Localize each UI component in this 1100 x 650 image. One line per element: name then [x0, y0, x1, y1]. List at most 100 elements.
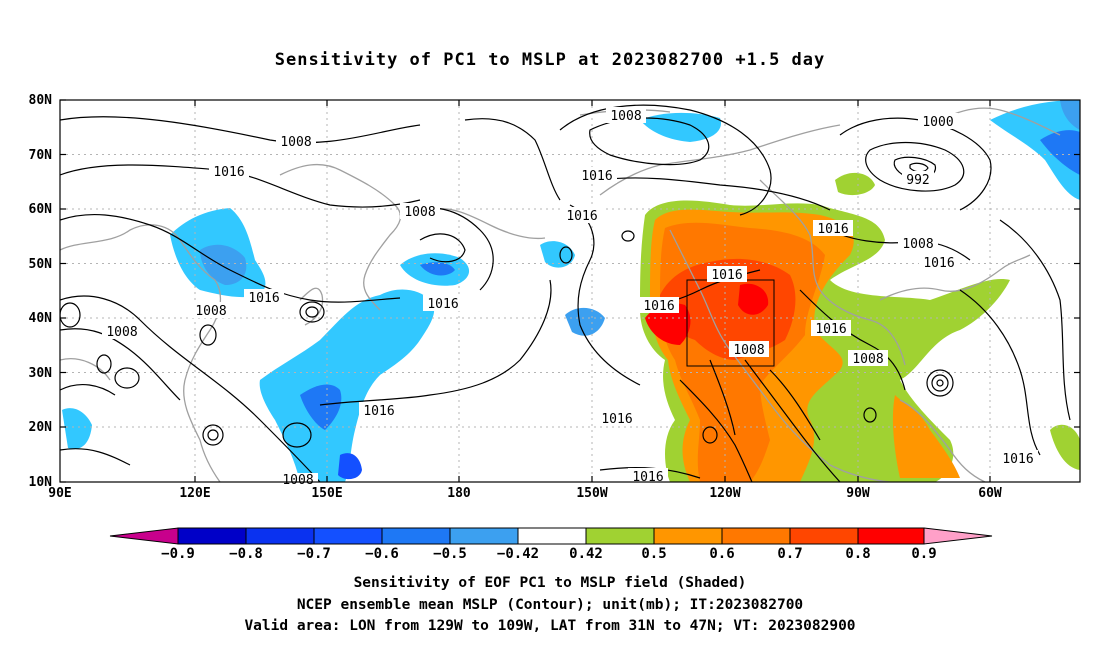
- svg-text:1008: 1008: [733, 343, 764, 358]
- lat-label: 80N: [29, 93, 53, 108]
- svg-text:1016: 1016: [923, 256, 954, 271]
- contour-label: 1016: [919, 254, 959, 271]
- lon-label: 150E: [311, 486, 342, 501]
- lon-label: 60W: [978, 486, 1002, 501]
- negative-shading-arctic: [640, 112, 721, 142]
- negative-shading-center: [540, 241, 575, 268]
- lon-label: 90E: [48, 486, 71, 501]
- negative-shading-ne-top: [1060, 100, 1080, 130]
- lon-label: 150W: [576, 486, 607, 501]
- contour-label: 1008: [276, 133, 316, 150]
- colorbar-swatch: [381, 527, 451, 545]
- negative-shading-pacific-dark: [338, 453, 362, 480]
- colorbar-swatch: [789, 527, 859, 545]
- negative-shading-pacific-mid: [300, 384, 342, 430]
- lat-label: 30N: [29, 366, 53, 381]
- svg-text:992: 992: [906, 173, 929, 188]
- caption-line-2: NCEP ensemble mean MSLP (Contour); unit(…: [296, 596, 804, 613]
- contour-label-group: 1008 1016 1008 1016 1008 1016 1008 1016 …: [102, 107, 1038, 488]
- colorbar-labels: −0.9 −0.8 −0.7 −0.6 −0.5 −0.42 0.42 0.5 …: [161, 546, 937, 562]
- colorbar-swatch: [517, 527, 587, 545]
- svg-text:1016: 1016: [1002, 452, 1033, 467]
- svg-text:1016: 1016: [566, 209, 597, 224]
- negative-shading-aleutian-dark: [420, 262, 455, 276]
- negative-shading-west: [62, 408, 92, 450]
- contour-label: 1016: [998, 450, 1038, 467]
- colorbar-swatch: [177, 527, 247, 545]
- colorbar-swatch: [449, 527, 519, 545]
- contour-label: 1008: [898, 235, 938, 252]
- svg-text:1016: 1016: [363, 404, 394, 419]
- contour-label: 1008: [191, 302, 231, 319]
- colorbar-swatch: [653, 527, 723, 545]
- caption-line-1: Sensitivity of EOF PC1 to MSLP field (Sh…: [353, 575, 747, 591]
- contour-label: 1008: [278, 473, 318, 488]
- positive-shading-orange-2: [892, 395, 960, 478]
- svg-text:1016: 1016: [815, 322, 846, 337]
- svg-text:1016: 1016: [427, 297, 458, 312]
- colorbar-label: −0.6: [365, 546, 399, 562]
- lat-label: 10N: [29, 475, 53, 490]
- contour-label: 1016: [597, 410, 637, 427]
- colorbar-label: 0.6: [709, 546, 734, 562]
- colorbar-label: −0.8: [229, 546, 263, 562]
- svg-text:1016: 1016: [632, 470, 663, 485]
- colorbar-label: 0.9: [911, 546, 936, 562]
- contour-label: 1008: [729, 341, 769, 358]
- contour-label: 1008: [606, 107, 646, 124]
- contour-label: 1016: [562, 207, 602, 224]
- colorbar: [109, 527, 993, 545]
- svg-text:1016: 1016: [248, 291, 279, 306]
- contour-label: 1016: [813, 220, 853, 237]
- lon-label: 120E: [179, 486, 210, 501]
- svg-text:1008: 1008: [404, 205, 435, 220]
- svg-text:1016: 1016: [213, 165, 244, 180]
- coastlines: [60, 107, 1061, 482]
- svg-text:1016: 1016: [601, 412, 632, 427]
- lon-label: 120W: [709, 486, 740, 501]
- contour-label: 1008: [102, 323, 142, 340]
- colorbar-label: −0.5: [433, 546, 467, 562]
- positive-shading-red: [645, 303, 691, 345]
- colorbar-swatch: [857, 527, 925, 545]
- contour-label: 1016: [423, 295, 463, 312]
- colorbar-swatch: [245, 527, 315, 545]
- svg-text:1008: 1008: [280, 135, 311, 150]
- svg-text:1008: 1008: [106, 325, 137, 340]
- contour-label: 1000: [918, 113, 958, 130]
- positive-shading-red-2: [738, 283, 769, 315]
- contour-label: 1016: [628, 468, 668, 485]
- lon-axis-labels: 90E 120E 150E 180 150W 120W 90W 60W: [48, 486, 1002, 501]
- colorbar-label: 0.42: [569, 546, 603, 562]
- lon-label: 180: [447, 486, 471, 501]
- svg-text:1008: 1008: [902, 237, 933, 252]
- positive-shading-green-ne: [835, 172, 875, 196]
- contour-label: 1016: [811, 320, 851, 337]
- contour-label: 1016: [359, 402, 399, 419]
- svg-text:1016: 1016: [643, 299, 674, 314]
- contour-label: 1016: [244, 289, 284, 306]
- contour-label: 1016: [209, 163, 249, 180]
- contour-label: 1008: [848, 350, 888, 367]
- positive-shading-redorange: [660, 258, 796, 360]
- svg-text:1008: 1008: [195, 304, 226, 319]
- colorbar-swatch: [585, 527, 655, 545]
- colorbar-swatch: [721, 527, 791, 545]
- colorbar-label: 0.5: [641, 546, 666, 562]
- svg-text:1000: 1000: [922, 115, 953, 130]
- colorbar-label: 0.7: [777, 546, 802, 562]
- plot-frame: [59, 99, 1081, 483]
- contour-label: 1008: [400, 203, 440, 220]
- lat-label: 20N: [29, 420, 53, 435]
- colorbar-label: −0.42: [497, 546, 539, 562]
- contour-label: 1016: [639, 297, 679, 314]
- mslp-contours: [60, 104, 1071, 482]
- contour-label: 1016: [707, 266, 747, 283]
- lat-label: 70N: [29, 148, 53, 163]
- caption: Sensitivity of EOF PC1 to MSLP field (Sh…: [0, 573, 1100, 638]
- contour-label: 1016: [577, 167, 617, 184]
- negative-shading-pacific: [259, 289, 435, 482]
- negative-shading-center-2: [565, 307, 605, 336]
- svg-text:1008: 1008: [282, 473, 313, 488]
